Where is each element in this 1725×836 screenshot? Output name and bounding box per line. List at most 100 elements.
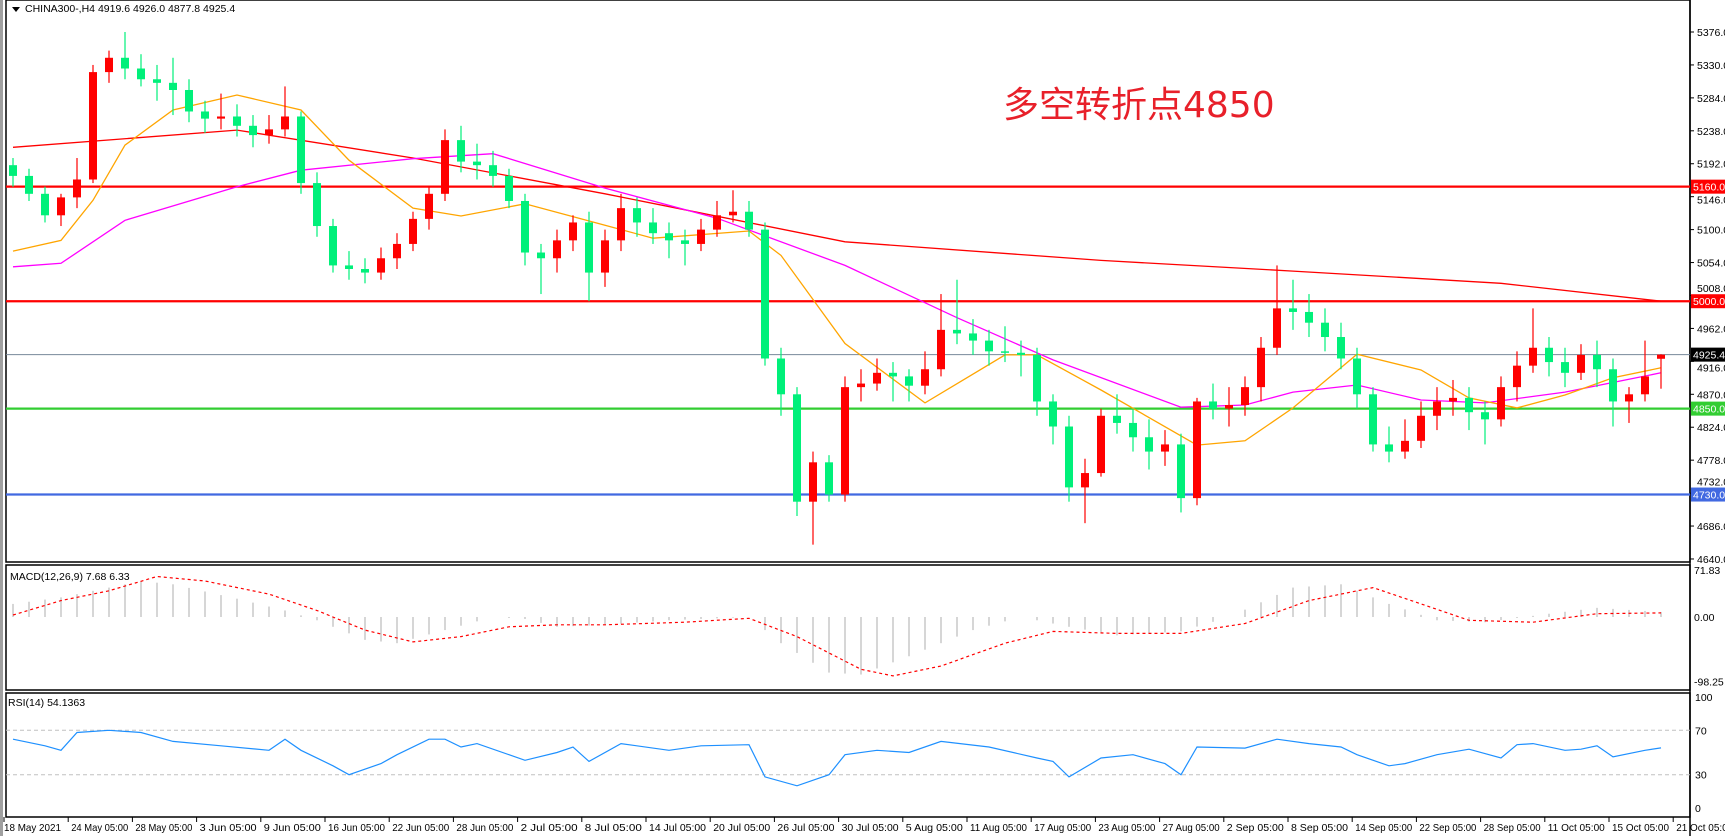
- window-left-border: [0, 0, 3, 836]
- level-price-label: 4925.4: [1693, 350, 1725, 362]
- candle-body: [921, 369, 929, 386]
- candle-body: [665, 233, 673, 241]
- rsi-title: RSI(14) 54.1363: [8, 697, 85, 709]
- candle: [329, 218, 337, 273]
- candle-body: [1033, 354, 1041, 402]
- time-tick-label: 28 May 05:00: [135, 822, 192, 834]
- candle: [873, 358, 881, 391]
- rsi-panel: [5, 692, 1691, 818]
- price-tick-label: 4962.0: [1697, 323, 1725, 335]
- price-tick-label: 5284.0: [1697, 93, 1725, 105]
- level-price-label: 4850.0: [1693, 404, 1725, 416]
- candle: [793, 387, 801, 517]
- candle-body: [1561, 362, 1569, 373]
- candle-body: [1113, 415, 1121, 423]
- level-price-badge: [1691, 179, 1725, 194]
- candle: [1305, 294, 1313, 338]
- candle: [1561, 347, 1569, 388]
- candle-body: [473, 161, 481, 166]
- candle: [1033, 347, 1041, 416]
- candle: [217, 93, 225, 130]
- time-tick-label: 20 Jul 05:00: [713, 822, 770, 834]
- triangle-down-icon[interactable]: [12, 7, 20, 12]
- price-tick-label: 4824.0: [1697, 422, 1725, 434]
- candle-body: [1465, 397, 1473, 413]
- candle-body: [1385, 444, 1393, 452]
- candle-body: [617, 208, 625, 241]
- candle-body: [761, 229, 769, 359]
- rsi-line: [12, 729, 1662, 787]
- candle: [425, 186, 433, 230]
- time-tick-label: 28 Sep 05:00: [1484, 822, 1541, 834]
- time-tick-label: 2 Jul 05:00: [521, 822, 578, 834]
- candle-body: [265, 129, 273, 136]
- time-tick-label: 16 Jun 05:00: [328, 822, 385, 834]
- candle-body: [121, 57, 129, 69]
- candle: [697, 218, 705, 252]
- candle-body: [1497, 387, 1505, 420]
- price-tick-label: 4686.0: [1697, 521, 1725, 533]
- candle: [1513, 351, 1521, 402]
- price-tick-label: 5330.0: [1697, 60, 1725, 72]
- candle-body: [793, 394, 801, 502]
- candle-body: [345, 265, 353, 269]
- candle-body: [1337, 337, 1345, 359]
- candle: [1017, 340, 1025, 377]
- candle: [1209, 383, 1217, 420]
- candle-body: [1529, 347, 1537, 366]
- level-price-badge: [1691, 347, 1725, 362]
- candle: [1417, 401, 1425, 448]
- time-tick-label: 14 Sep 05:00: [1355, 822, 1412, 834]
- candle-body: [1161, 444, 1169, 452]
- candle: [457, 125, 465, 173]
- candle: [185, 79, 193, 123]
- moving-average-line: [12, 129, 1662, 302]
- candle: [905, 369, 913, 402]
- candle-body: [217, 116, 225, 119]
- candle: [1529, 308, 1537, 373]
- candle-body: [969, 333, 977, 341]
- candle: [489, 150, 497, 187]
- candle-body: [409, 218, 417, 244]
- candle: [745, 200, 753, 237]
- candle-body: [553, 240, 561, 259]
- candle-body: [137, 68, 145, 80]
- candle-body: [57, 197, 65, 216]
- candle: [1449, 379, 1457, 416]
- candle: [169, 57, 177, 116]
- candle-body: [713, 215, 721, 230]
- time-tick-label: 24 May 05:00: [71, 822, 128, 834]
- candle: [1241, 376, 1249, 416]
- candle: [441, 129, 449, 201]
- candle-body: [1625, 394, 1633, 402]
- rsi-tick-label: 70: [1695, 725, 1707, 737]
- candle: [1177, 433, 1185, 513]
- candle-body: [1593, 354, 1601, 370]
- macd-tick-label: 71.83: [1694, 565, 1720, 577]
- time-tick-label: 23 Aug 05:00: [1098, 822, 1155, 834]
- level-price-badge: [1691, 294, 1725, 309]
- candle: [1257, 337, 1265, 402]
- time-tick-label: 22 Jun 05:00: [392, 822, 449, 834]
- candle: [1385, 426, 1393, 463]
- time-tick-label: 11 Oct 05:00: [1548, 822, 1605, 834]
- candle: [1129, 408, 1137, 452]
- candle: [1145, 419, 1153, 470]
- candle-body: [825, 462, 833, 495]
- candle: [153, 64, 161, 101]
- candle-body: [441, 140, 449, 194]
- time-tick-label: 3 Jun 05:00: [200, 822, 257, 834]
- candle: [1113, 394, 1121, 434]
- candle: [377, 247, 385, 280]
- candle: [1641, 340, 1649, 402]
- candle: [1225, 387, 1233, 427]
- price-tick-label: 5008.0: [1697, 283, 1725, 295]
- candle-body: [153, 79, 161, 83]
- candle: [1577, 344, 1585, 380]
- candle-body: [1193, 401, 1201, 499]
- candle: [857, 369, 865, 402]
- candle-body: [1017, 352, 1025, 355]
- candle-body: [25, 175, 33, 194]
- candle-body: [329, 226, 337, 266]
